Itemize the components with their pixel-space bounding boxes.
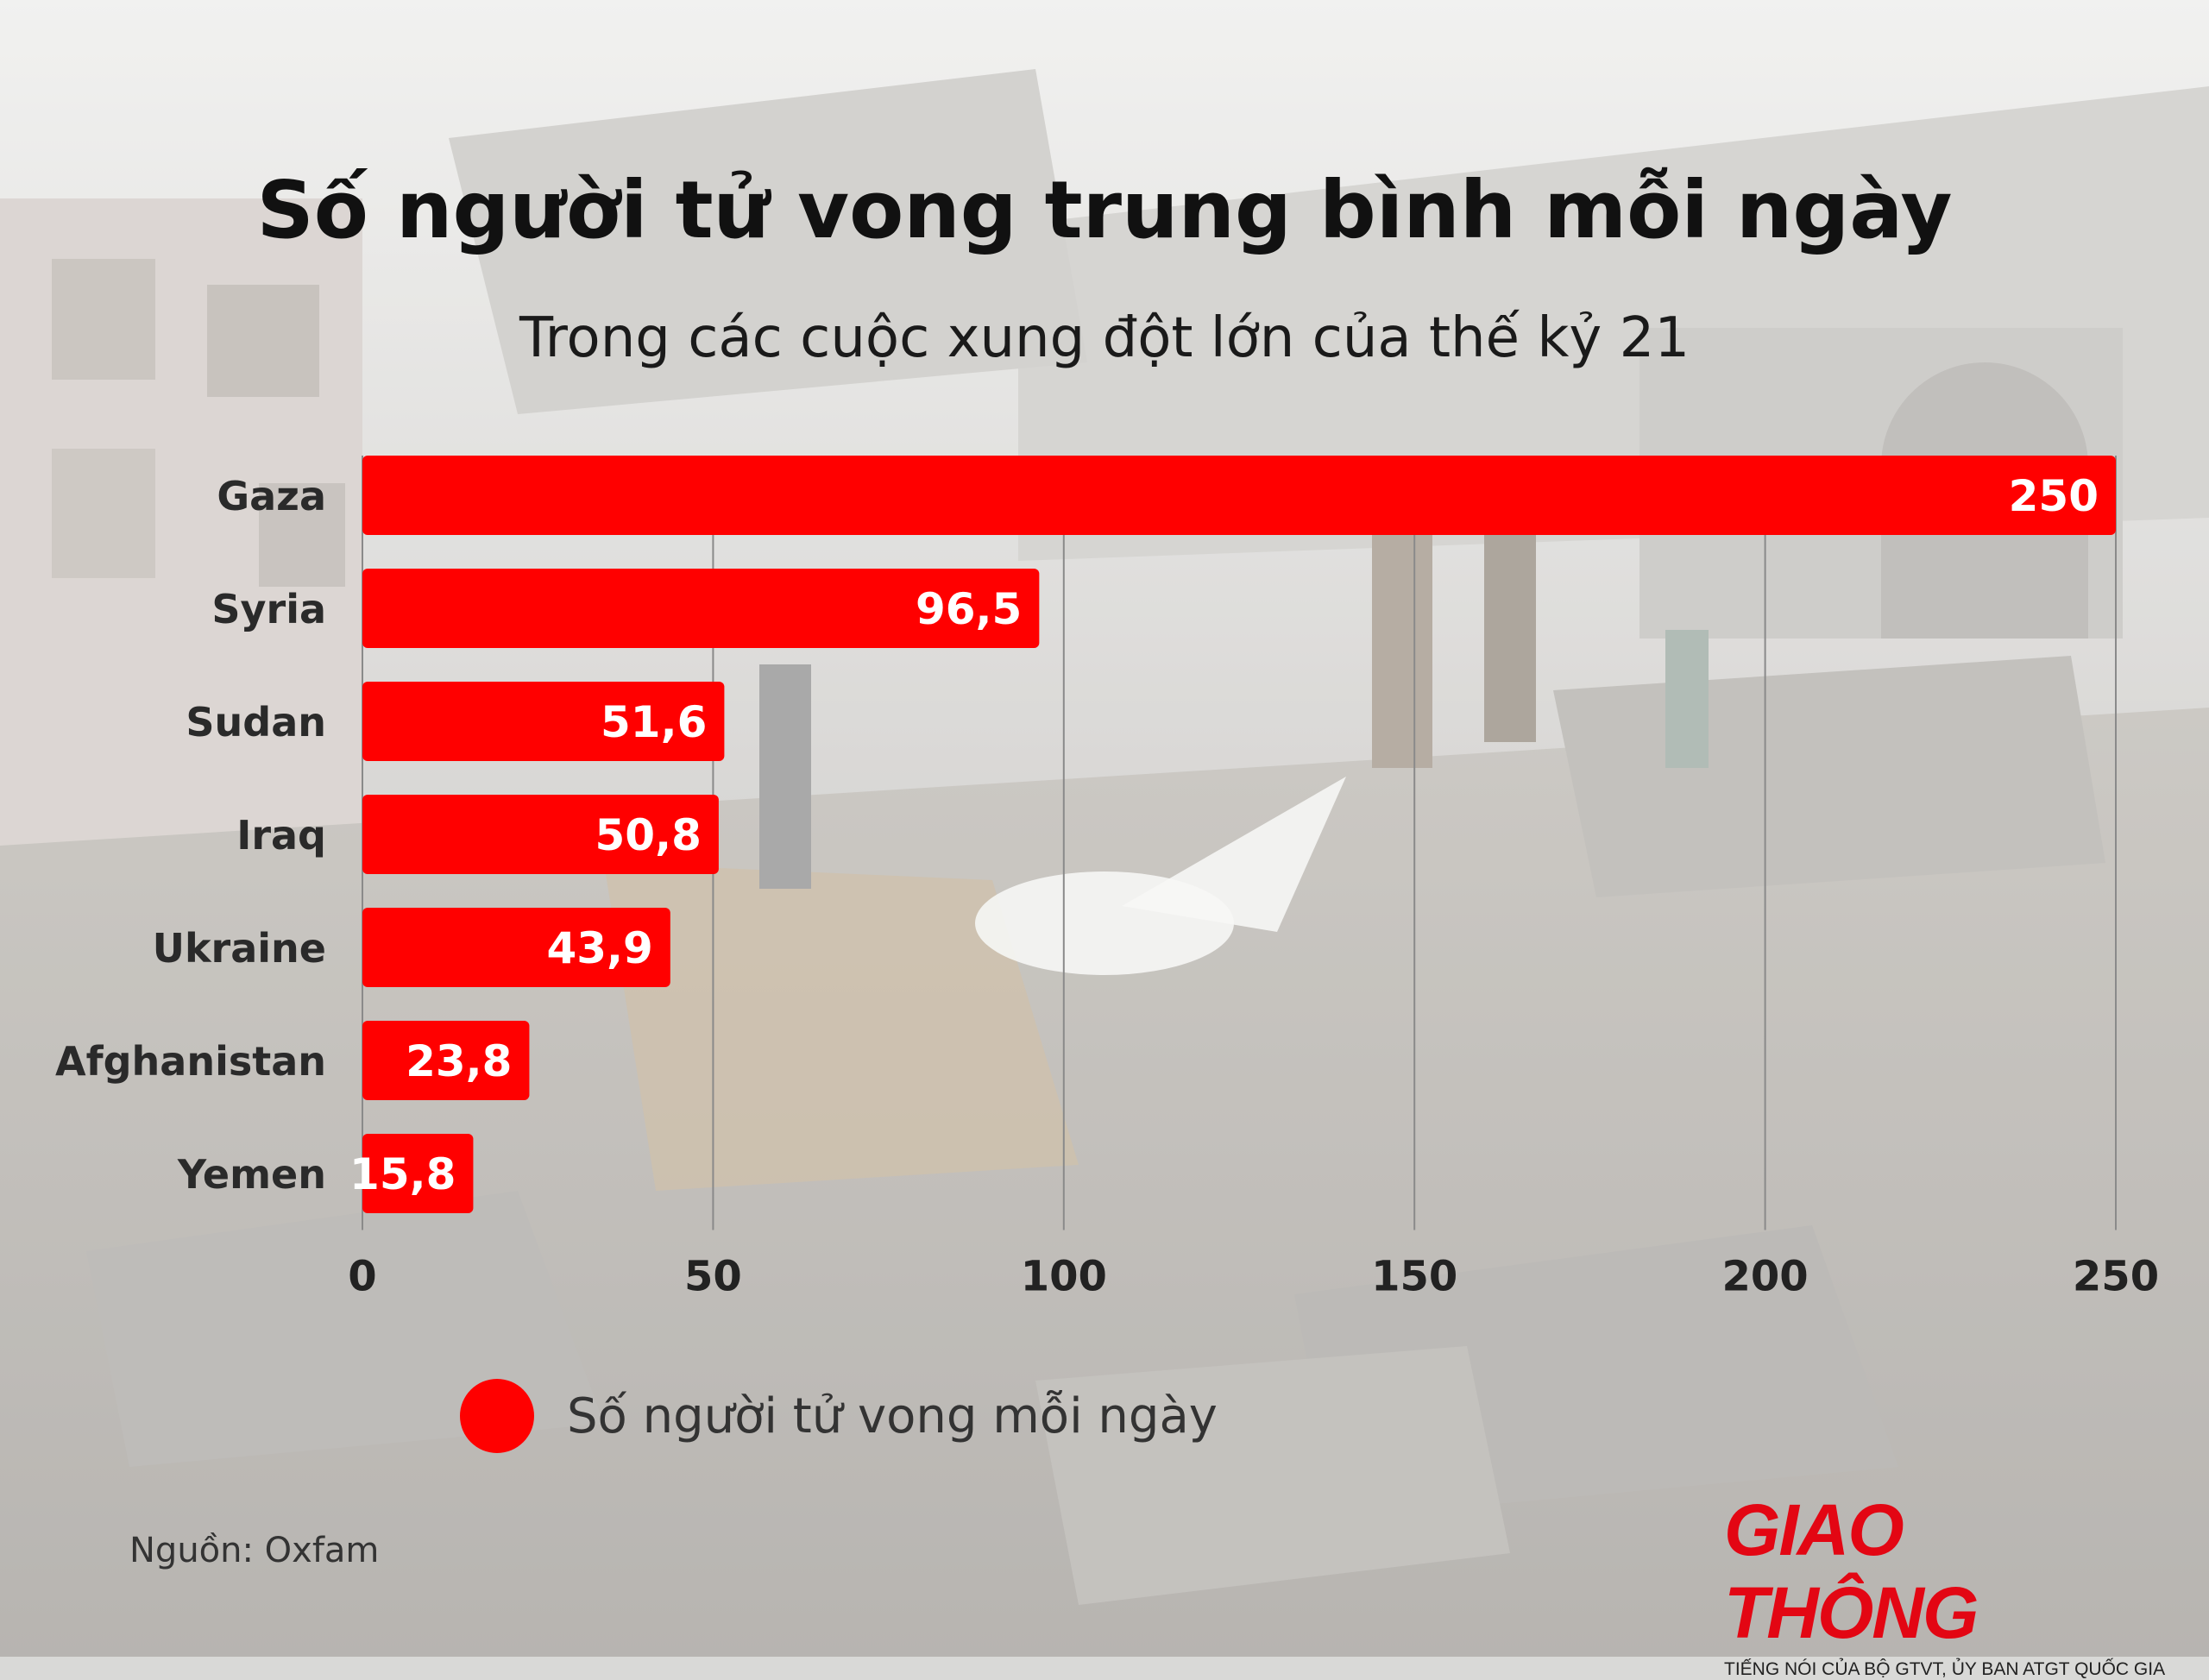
category-label: Ukraine: [153, 925, 326, 972]
category-label: Syria: [211, 586, 326, 632]
x-tick-label: 100: [1021, 1253, 1107, 1301]
category-label: Sudan: [186, 699, 326, 746]
value-label: 23,8: [406, 1036, 512, 1086]
legend-swatch: [460, 1379, 534, 1453]
category-label: Gaza: [217, 473, 326, 519]
category-labels: Gaza Syria Sudan Iraq Ukraine Afghanistan Yeme…: [55, 473, 326, 1198]
category-label: Afghanistan: [55, 1038, 326, 1085]
value-label: 51,6: [601, 697, 707, 747]
x-tick-label: 150: [1371, 1253, 1457, 1301]
x-tick-label: 200: [1721, 1253, 1808, 1301]
bar-sudan: [362, 682, 725, 761]
legend-label: Số người tử vong mỗi ngày: [567, 1387, 1218, 1444]
value-label: 43,9: [546, 923, 652, 973]
logo-wordmark: GIAO THÔNG: [1724, 1489, 1979, 1653]
chart-title: Số người tử vong trung bình mỗi ngày: [256, 164, 1953, 256]
x-axis-ticks: 0 50 100 150 200 250: [348, 1253, 2159, 1301]
bar-afghanistan: [362, 1021, 530, 1100]
value-label: 250: [2009, 471, 2099, 521]
bar-gaza: [362, 456, 2116, 535]
value-label: 50,8: [595, 810, 702, 860]
bar-yemen: [362, 1134, 474, 1213]
bars: [362, 456, 2116, 1213]
value-label: 15,8: [349, 1149, 456, 1199]
x-tick-label: 0: [348, 1253, 376, 1301]
chart-subtitle: Trong các cuộc xung đột lớn của thế kỷ 2…: [519, 306, 1690, 370]
legend: Số người tử vong mỗi ngày: [460, 1379, 1218, 1453]
value-label: 96,5: [916, 584, 1022, 634]
value-labels: 250 96,5 51,6 50,8 43,9 23,8 15,8: [349, 471, 2099, 1199]
bar-syria: [362, 569, 1040, 648]
category-label: Yemen: [177, 1151, 326, 1198]
category-label: Iraq: [236, 812, 326, 859]
giao-thong-logo: GIAO THÔNG TIẾNG NÓI CỦA BỘ GTVT, ỦY BAN…: [1724, 1488, 2166, 1680]
logo-tagline: TIẾNG NÓI CỦA BỘ GTVT, ỦY BAN ATGT QUỐC …: [1724, 1659, 2166, 1679]
bar-ukraine: [362, 908, 670, 987]
x-tick-label: 50: [684, 1253, 742, 1301]
bar-iraq: [362, 795, 719, 874]
source-note: Nguồn: Oxfam: [129, 1531, 380, 1570]
x-tick-label: 250: [2073, 1253, 2159, 1301]
